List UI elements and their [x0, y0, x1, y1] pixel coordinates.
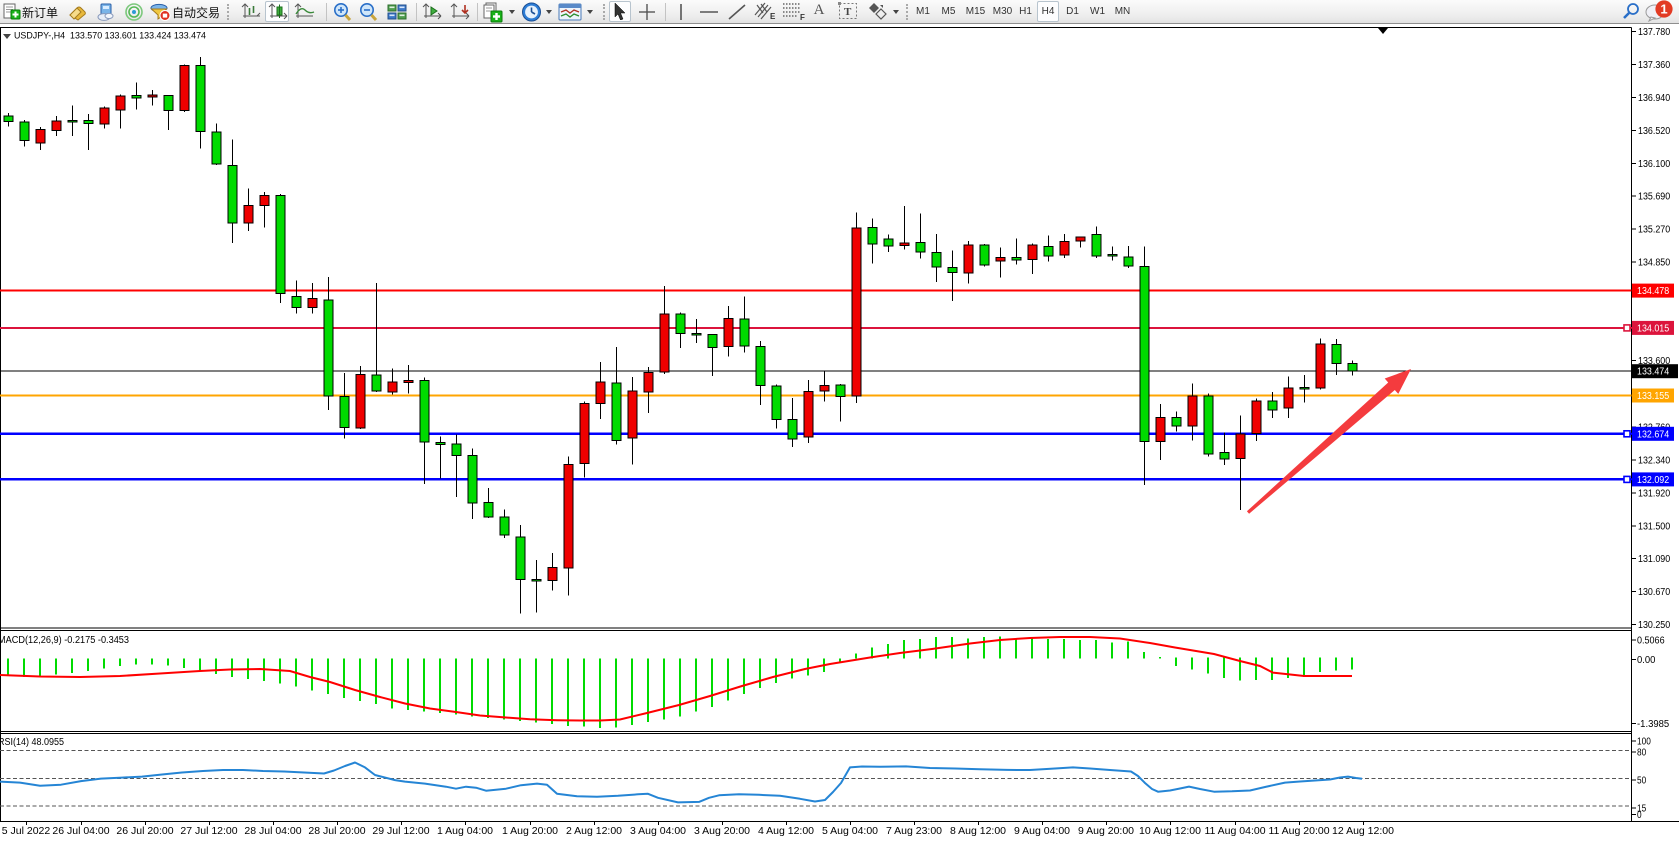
svg-text:136.100: 136.100: [1638, 159, 1671, 170]
svg-text:RSI(14) 48.0955: RSI(14) 48.0955: [0, 737, 64, 748]
svg-text:1 Aug 20:00: 1 Aug 20:00: [502, 825, 558, 837]
svg-text:8 Aug 12:00: 8 Aug 12:00: [950, 825, 1006, 837]
svg-text:133.474: 133.474: [1637, 367, 1670, 378]
svg-text:134.015: 134.015: [1637, 323, 1670, 334]
svg-text:29 Jul 12:00: 29 Jul 12:00: [372, 825, 429, 837]
svg-text:131.500: 131.500: [1638, 522, 1671, 533]
svg-text:T: T: [844, 6, 852, 18]
svg-text:26 Jul 20:00: 26 Jul 20:00: [116, 825, 173, 837]
svg-text:1 Aug 04:00: 1 Aug 04:00: [437, 825, 493, 837]
svg-text:132.340: 132.340: [1638, 456, 1671, 467]
svg-text:0.00: 0.00: [1637, 655, 1656, 666]
svg-text:136.520: 136.520: [1638, 126, 1671, 137]
svg-text:11 Aug 20:00: 11 Aug 20:00: [1268, 825, 1329, 837]
svg-text:10 Aug 12:00: 10 Aug 12:00: [1139, 825, 1201, 837]
svg-text:27 Jul 12:00: 27 Jul 12:00: [180, 825, 237, 837]
svg-text:F: F: [800, 13, 805, 21]
svg-text:80: 80: [1637, 748, 1647, 759]
svg-text:132.092: 132.092: [1637, 475, 1670, 486]
svg-text:USDJPY-,H4 133.570 133.601 13: USDJPY-,H4 133.570 133.601 133.424 133.4…: [14, 31, 206, 42]
svg-text:134.850: 134.850: [1638, 258, 1671, 269]
svg-text:28 Jul 04:00: 28 Jul 04:00: [244, 825, 301, 837]
svg-text:130.250: 130.250: [1638, 620, 1671, 631]
svg-text:133.155: 133.155: [1637, 391, 1670, 402]
svg-text:11 Aug 04:00: 11 Aug 04:00: [1204, 825, 1265, 837]
svg-text:0.5066: 0.5066: [1637, 636, 1665, 647]
svg-text:5 Jul 2022: 5 Jul 2022: [2, 825, 51, 837]
svg-text:135.690: 135.690: [1638, 192, 1671, 203]
svg-text:3 Aug 04:00: 3 Aug 04:00: [630, 825, 686, 837]
svg-text:137.780: 137.780: [1638, 27, 1671, 38]
svg-text:135.270: 135.270: [1638, 225, 1671, 236]
svg-text:2 Aug 12:00: 2 Aug 12:00: [566, 825, 622, 837]
svg-text:5 Aug 04:00: 5 Aug 04:00: [822, 825, 878, 837]
svg-text:-1.3985: -1.3985: [1637, 719, 1670, 730]
svg-text:132.674: 132.674: [1637, 429, 1670, 440]
svg-text:3 Aug 20:00: 3 Aug 20:00: [694, 825, 750, 837]
svg-text:134.478: 134.478: [1637, 286, 1670, 297]
svg-text:26 Jul 04:00: 26 Jul 04:00: [52, 825, 109, 837]
svg-text:E: E: [770, 12, 776, 21]
svg-text:4 Aug 12:00: 4 Aug 12:00: [758, 825, 814, 837]
svg-text:131.920: 131.920: [1638, 489, 1671, 500]
svg-text:9 Aug 04:00: 9 Aug 04:00: [1014, 825, 1070, 837]
svg-text:7 Aug 23:00: 7 Aug 23:00: [886, 825, 942, 837]
svg-text:130.670: 130.670: [1638, 587, 1671, 598]
svg-text:15: 15: [1637, 803, 1647, 814]
svg-text:28 Jul 20:00: 28 Jul 20:00: [308, 825, 365, 837]
svg-text:MACD(12,26,9) -0.2175 -0.3453: MACD(12,26,9) -0.2175 -0.3453: [0, 635, 129, 646]
svg-text:50: 50: [1637, 776, 1647, 787]
svg-text:1: 1: [1660, 2, 1667, 17]
svg-text:0: 0: [1637, 810, 1642, 821]
svg-text:100: 100: [1637, 737, 1651, 748]
svg-text:137.360: 137.360: [1638, 60, 1671, 71]
svg-text:9 Aug 20:00: 9 Aug 20:00: [1078, 825, 1134, 837]
svg-text:12 Aug 12:00: 12 Aug 12:00: [1332, 825, 1394, 837]
svg-text:133.600: 133.600: [1638, 356, 1671, 367]
svg-text:131.090: 131.090: [1638, 554, 1671, 565]
svg-text:136.940: 136.940: [1638, 93, 1671, 104]
